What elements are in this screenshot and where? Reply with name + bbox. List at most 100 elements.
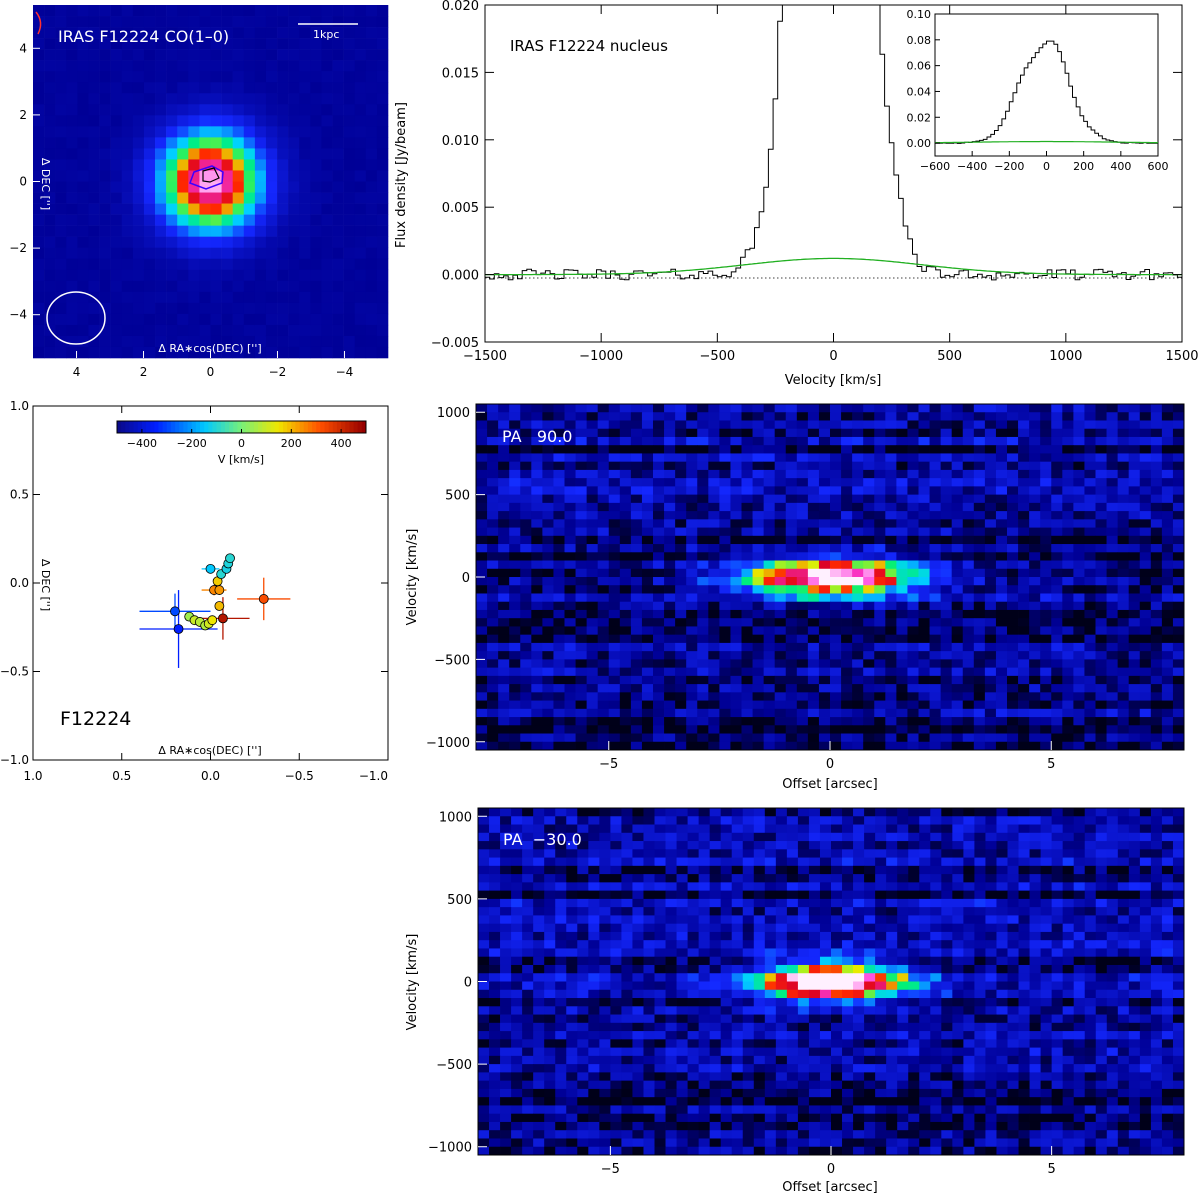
- pv-pixel: [487, 552, 499, 561]
- pv-pixel: [1161, 585, 1174, 594]
- pv-pixel: [1150, 519, 1163, 528]
- pv-pixel: [575, 651, 588, 660]
- pv-pixel: [544, 882, 556, 892]
- pv-pixel: [1139, 486, 1152, 496]
- pv-pixel: [1051, 890, 1064, 900]
- pv-pixel: [577, 931, 589, 941]
- pv-pixel: [675, 659, 687, 669]
- pv-pixel: [676, 841, 688, 850]
- co-map-pixel: [343, 27, 356, 39]
- pv-pixel: [566, 931, 578, 941]
- co-map-pixel: [121, 27, 134, 39]
- pv-pixel: [1172, 461, 1185, 471]
- pv-pixel: [1084, 593, 1096, 603]
- co-map-pixel: [33, 5, 45, 17]
- co-map-pixel: [55, 192, 67, 204]
- pv-pixel: [874, 659, 886, 669]
- pv-pixel: [951, 568, 964, 578]
- pv-pixel: [719, 519, 731, 528]
- pv-pixel: [586, 453, 599, 463]
- co-map-pixel: [121, 104, 134, 116]
- pv-pixel: [853, 874, 865, 883]
- pv-pixel: [929, 708, 942, 718]
- pv-pixel: [1007, 544, 1019, 553]
- pv-pixel: [487, 593, 499, 603]
- co-map-pixel: [265, 313, 278, 326]
- pv-pixel: [753, 832, 766, 842]
- pv-pixel: [940, 733, 953, 743]
- pv-pixel: [641, 692, 654, 701]
- pv-pixel: [852, 453, 864, 463]
- co-map-pixel: [88, 236, 100, 248]
- co-map-pixel: [321, 335, 333, 348]
- pv-pixel: [796, 469, 809, 479]
- pv-pixel: [797, 890, 810, 900]
- pv-pixel: [1095, 832, 1108, 842]
- pv-pixel: [1062, 544, 1074, 553]
- pv-pixel: [1062, 502, 1074, 512]
- pv-pixel: [654, 931, 666, 941]
- co-map-pixel: [321, 60, 333, 72]
- pv-pixel: [908, 824, 920, 834]
- co-map-pixel: [33, 324, 45, 337]
- co-map-pixel: [199, 16, 211, 28]
- pv-pixel: [753, 931, 766, 941]
- pv-pixel: [476, 577, 488, 586]
- pv-pixel: [708, 634, 720, 644]
- pv-pixel: [774, 527, 787, 537]
- pv-pixel: [818, 453, 831, 463]
- co-map-pixel: [288, 170, 300, 182]
- co-map-pixel: [143, 5, 156, 17]
- co-map-pixel: [321, 346, 333, 359]
- pv-pixel: [522, 931, 534, 941]
- spectrum-panel: −1500 −1000 −500 0 500 1000 1500−0.0050.0000.0…: [394, 0, 1199, 388]
- co-map-pixel: [188, 335, 200, 348]
- pv-pixel: [1172, 667, 1185, 677]
- pv-pixel: [741, 700, 753, 710]
- pv-pixel: [1062, 874, 1075, 883]
- pv-pixel: [632, 915, 644, 925]
- pv-pixel: [1084, 725, 1096, 734]
- pv-pixel: [764, 898, 777, 908]
- pv-pixel: [487, 461, 499, 471]
- pv-pixel: [753, 915, 766, 925]
- colorbar-label: V [km/s]: [218, 453, 264, 466]
- co-map-pixel: [143, 181, 156, 193]
- pv-pixel: [995, 453, 1008, 463]
- co-map-pixel: [166, 258, 178, 271]
- pv-pixel: [509, 733, 521, 743]
- pv-pixel: [664, 428, 676, 438]
- pv-pixel: [1139, 461, 1152, 471]
- pv-pixel: [807, 700, 820, 710]
- pv-pixel: [1051, 733, 1063, 743]
- pv-pixel: [1117, 684, 1130, 693]
- co-map-pixel: [310, 247, 322, 260]
- pv-pixel: [608, 692, 621, 701]
- co-map-pixel: [232, 203, 245, 215]
- pv-pixel: [630, 494, 643, 504]
- pv-pixel: [575, 478, 588, 487]
- pv-pixel: [742, 890, 755, 900]
- pv-pixel: [720, 890, 733, 900]
- pv-pixel: [643, 874, 655, 883]
- pv-pixel: [731, 865, 744, 875]
- pv-pixel: [1161, 708, 1174, 718]
- pv-pixel: [853, 882, 865, 892]
- pv-pixel: [830, 675, 842, 685]
- pv-pixel: [995, 568, 1008, 578]
- spectrum-inset-frame: [934, 13, 1159, 157]
- pv-pixel: [1128, 692, 1141, 701]
- pv-pixel: [1128, 511, 1141, 520]
- pv-pixel: [885, 642, 897, 652]
- pv-pixel: [1117, 428, 1130, 438]
- pv-pixel: [643, 923, 655, 933]
- pv-pixel: [841, 486, 853, 496]
- co-map-pixel: [265, 269, 278, 282]
- pv-pixel: [1018, 874, 1030, 883]
- pv-pixel: [610, 931, 622, 941]
- pv-pixel: [853, 898, 865, 908]
- pv-pixel: [775, 808, 788, 817]
- pv-pixel: [610, 849, 622, 858]
- pv-pixel: [564, 725, 576, 734]
- pv-pixel: [984, 420, 997, 430]
